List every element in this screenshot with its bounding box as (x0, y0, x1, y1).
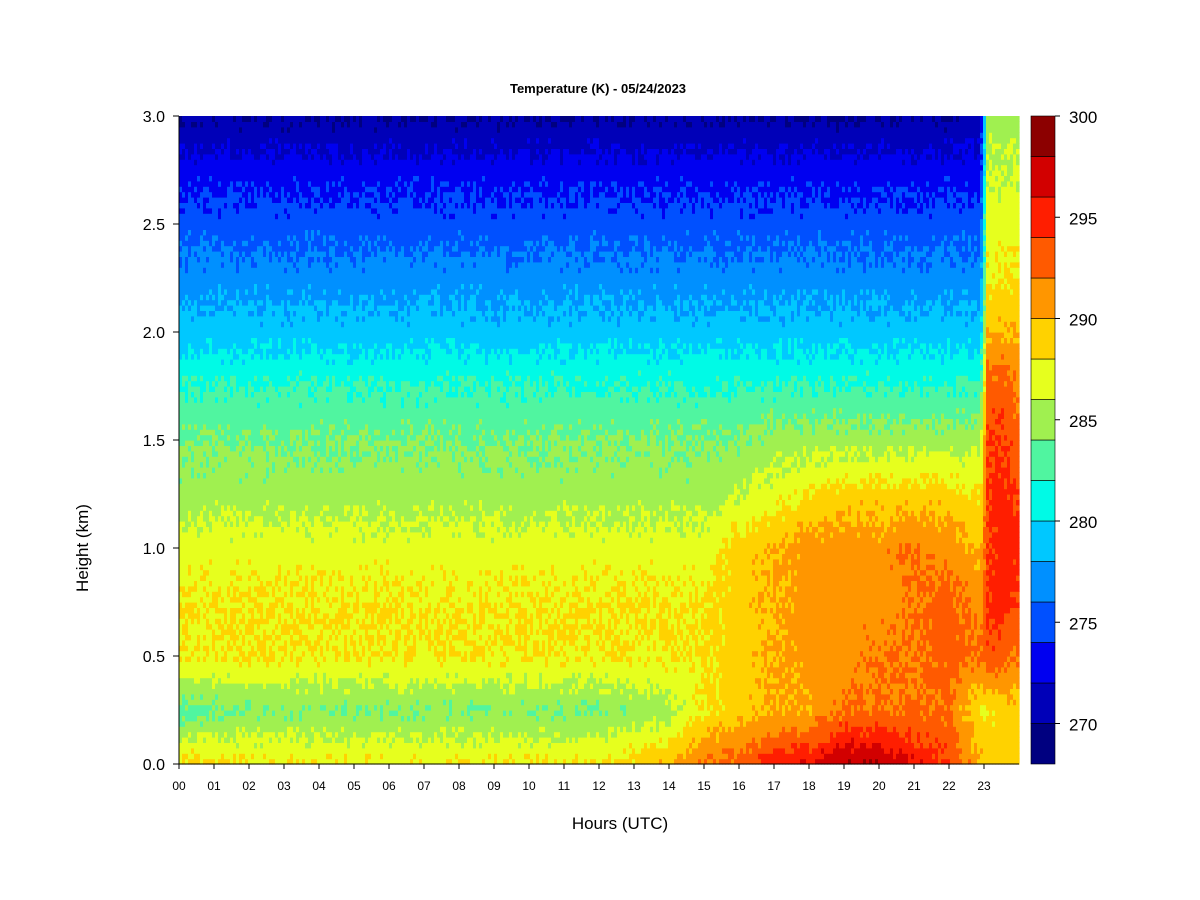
plot-area (179, 116, 1020, 765)
chart-title: Temperature (K) - 05/24/2023 (510, 81, 686, 96)
